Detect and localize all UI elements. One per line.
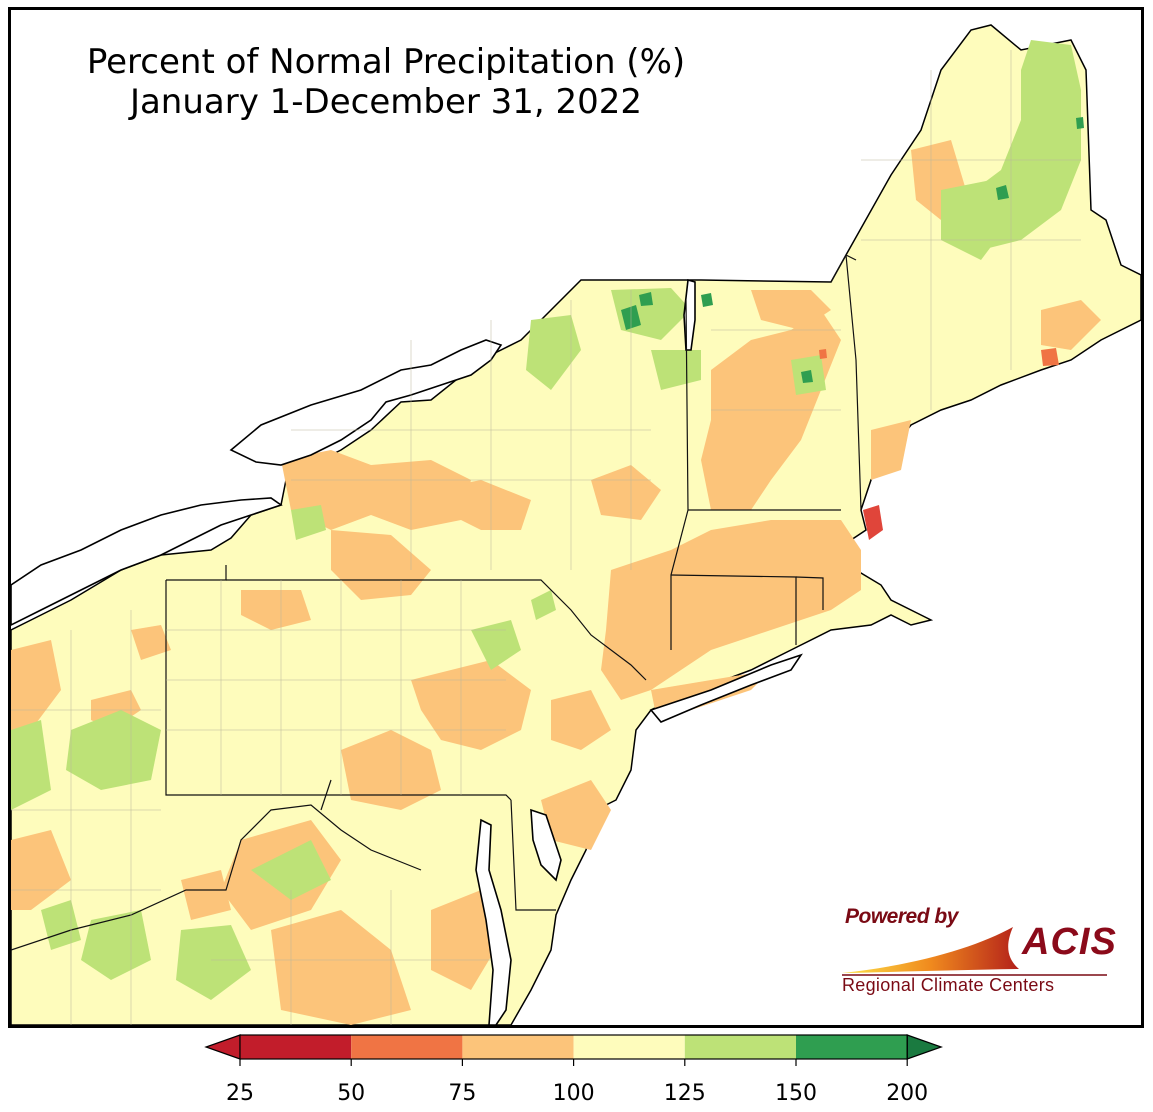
powered-by-text: Powered by — [845, 905, 958, 928]
much-below-normal-areas — [819, 348, 1059, 540]
state-boundaries — [11, 253, 862, 951]
water-bodies — [11, 278, 803, 1025]
legend-over-arrow — [906, 1034, 944, 1060]
acis-swoosh-icon — [842, 927, 1107, 976]
legend-color-swatch — [462, 1035, 574, 1059]
legend-tick-label: 75 — [448, 1081, 476, 1106]
chesapeake-bay — [475, 818, 512, 1025]
delaware-bay — [530, 808, 562, 882]
legend-color-swatch — [351, 1035, 463, 1059]
legend-tick-label: 25 — [226, 1081, 254, 1106]
above-normal-areas — [11, 40, 1081, 1000]
title-line-1: Percent of Normal Precipitation (%) — [86, 42, 686, 82]
acis-logo: Powered by ACIS Regional Climate Centers — [837, 903, 1127, 995]
legend-color-swatch — [240, 1035, 352, 1059]
colorbar-legend: 25 50 75 100 125 150 200 — [204, 1034, 944, 1106]
acis-brand-text: ACIS — [1022, 921, 1117, 963]
long-island-sound — [649, 653, 803, 723]
legend-tick-label: 125 — [664, 1081, 706, 1106]
legend-under-arrow — [204, 1034, 241, 1060]
legend-tick-label: 200 — [886, 1081, 928, 1106]
lake-erie — [11, 497, 283, 626]
precipitation-map — [11, 24, 1141, 1025]
legend-color-swatch — [684, 1035, 796, 1059]
regional-climate-centers-text: Regional Climate Centers — [842, 975, 1055, 995]
legend-color-swatch — [573, 1035, 685, 1059]
legend-tick-label: 50 — [337, 1081, 365, 1106]
lake-ontario — [229, 339, 503, 466]
map-frame: Percent of Normal Precipitation (%) Janu… — [8, 7, 1144, 1028]
legend-tick-label: 100 — [553, 1081, 595, 1106]
map-title: Percent of Normal Precipitation (%) Janu… — [41, 42, 731, 122]
legend-tick-label: 150 — [775, 1081, 817, 1106]
county-lines — [11, 50, 1081, 1025]
title-line-2: January 1-December 31, 2022 — [129, 82, 643, 122]
legend-color-swatch — [796, 1035, 908, 1059]
